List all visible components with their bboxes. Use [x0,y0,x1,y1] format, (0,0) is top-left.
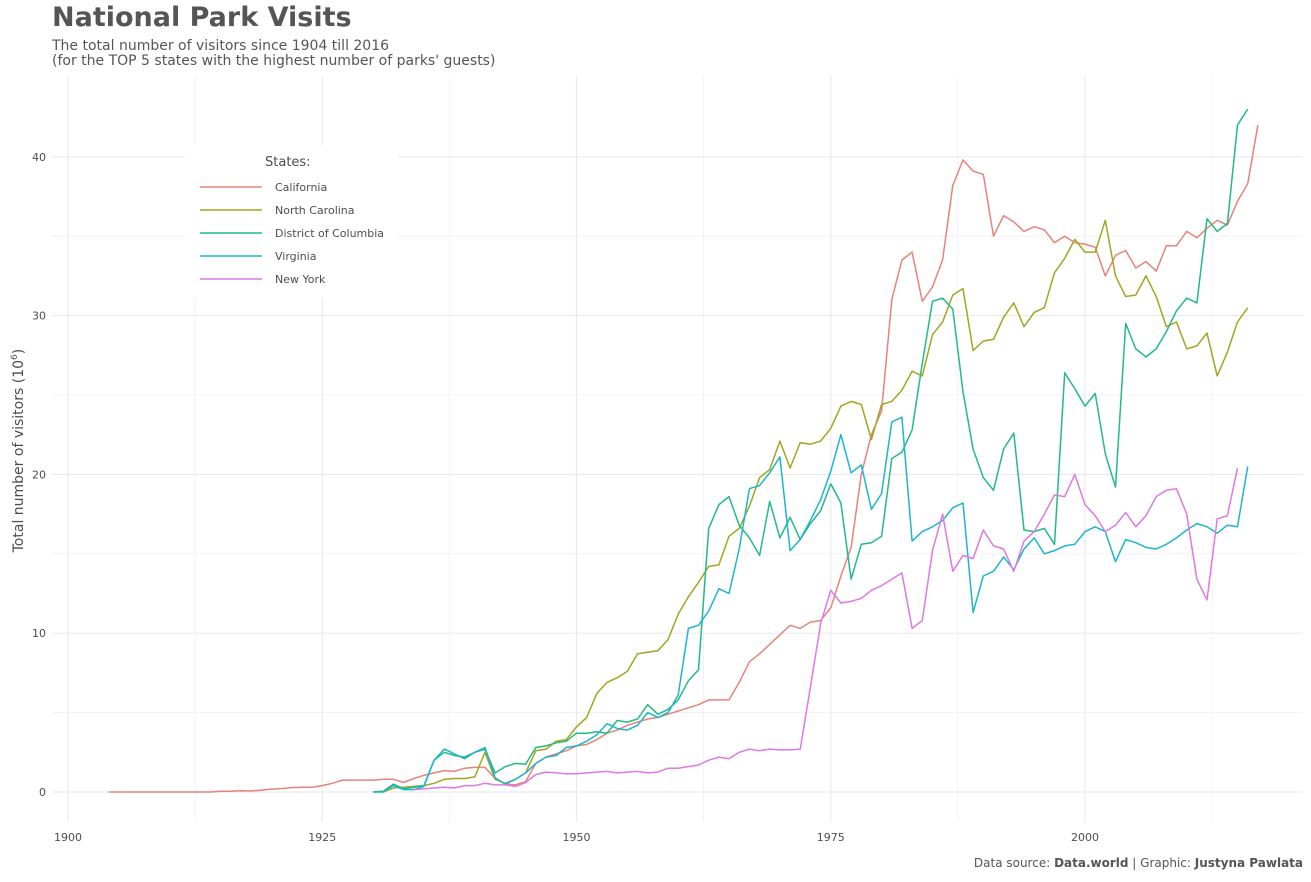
grid-lines [52,76,1303,822]
chart-subtitle-note: (for the TOP 5 states with the highest n… [52,53,496,69]
legend-item-label: New York [275,273,326,286]
x-tick-label: 2000 [1071,831,1099,844]
caption: Data source: Data.world | Graphic: Justy… [974,856,1303,870]
chart-subtitle: The total number of visitors since 1904 … [52,38,390,54]
legend-item-label: Virginia [275,250,316,263]
legend-item-label: California [275,181,327,194]
caption-separator: | Graphic: [1128,856,1195,870]
series-line-california [108,124,1259,793]
axis-labels: 0 10 20 30 40 1900 1925 1950 1975 2000 Total numbe… [10,151,1099,844]
y-tick-label: 20 [32,468,46,481]
series-line-district-of-columbia [373,108,1249,793]
legend: States: California North Carolina District … [185,145,397,297]
series-lines [108,108,1259,793]
series-line-virginia [373,416,1249,793]
x-tick-label: 1950 [563,831,591,844]
series-line-new-york [413,467,1239,791]
legend-title: States: [265,155,311,170]
chart-title: National Park Visits [52,2,352,33]
legend-box [185,145,397,297]
y-tick-label: 10 [32,627,46,640]
y-axis-label: Total number of visitors (106) [10,349,27,554]
x-tick-label: 1925 [308,831,336,844]
y-tick-label: 0 [39,786,46,799]
y-tick-label: 30 [32,310,46,323]
x-tick-label: 1900 [54,831,82,844]
y-tick-label: 40 [32,151,46,164]
series-line-north-carolina [383,219,1249,793]
caption-author: Justyna Pawlata [1194,856,1303,870]
caption-source: Data.world [1054,856,1129,870]
x-tick-label: 1975 [817,831,845,844]
legend-item-label: District of Columbia [275,227,384,240]
caption-prefix: Data source: [973,856,1055,870]
legend-item-label: North Carolina [275,204,355,217]
